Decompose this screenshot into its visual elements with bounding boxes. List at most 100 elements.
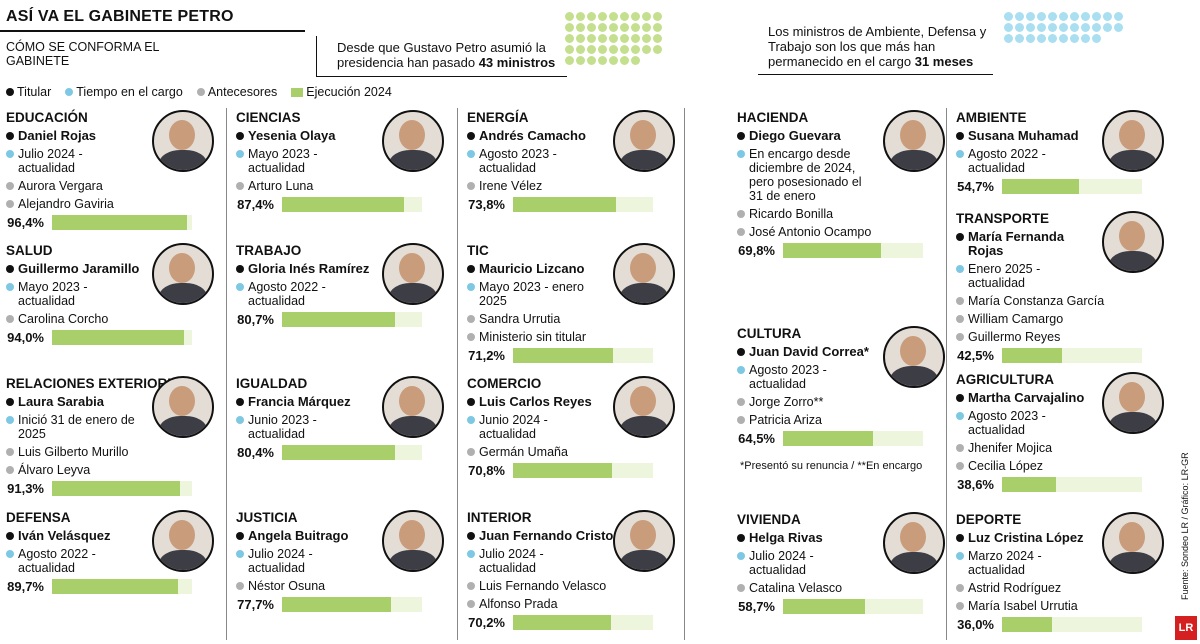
count-dot bbox=[609, 45, 618, 54]
count-dot bbox=[1026, 12, 1035, 21]
ministry-name: TRANSPORTE bbox=[956, 211, 1050, 226]
antecesor-row: Ricardo Bonilla bbox=[737, 207, 947, 221]
ejecucion-bar bbox=[52, 481, 192, 496]
ministry-card: DEFENSA Iván Velásquez Agosto 2022 - actua… bbox=[6, 510, 216, 594]
count-dot bbox=[565, 23, 574, 32]
antecesor-row: Germán Umaña bbox=[467, 445, 677, 459]
portrait-icon bbox=[1102, 372, 1164, 434]
count-dot bbox=[631, 34, 640, 43]
ejecucion-fill bbox=[1002, 477, 1057, 492]
ministry-name: EDUCACIÓN bbox=[6, 110, 88, 125]
ejecucion-row: 36,0% bbox=[948, 617, 1166, 632]
antecesor-name: Irene Vélez bbox=[479, 179, 543, 193]
titular-name: Luz Cristina López bbox=[968, 530, 1084, 545]
antecesor-row: Luis Gilberto Murillo bbox=[6, 445, 216, 459]
titular-dot bbox=[956, 534, 964, 542]
tiempo-dot bbox=[467, 416, 475, 424]
titular-dot bbox=[467, 265, 475, 273]
tiempo-row: Agosto 2023 - actualidad bbox=[737, 363, 947, 391]
ejecucion-bar bbox=[513, 615, 653, 630]
portrait-icon bbox=[382, 243, 444, 305]
count-dot bbox=[653, 45, 662, 54]
tiempo-row: Enero 2025 - actualidad bbox=[956, 262, 1166, 290]
antecesor-name: Ministerio sin titular bbox=[479, 330, 586, 344]
tiempo-row: Agosto 2022 - actualidad bbox=[236, 280, 446, 308]
tiempo-text: Julio 2024 - actualidad bbox=[749, 549, 814, 577]
portrait-icon bbox=[1102, 512, 1164, 574]
titular-row: Iván Velásquez bbox=[6, 529, 216, 543]
ejecucion-bar bbox=[282, 445, 422, 460]
titular-name: Martha Carvajalino bbox=[968, 390, 1085, 405]
titular-row: Francia Márquez bbox=[236, 395, 446, 409]
count-dot bbox=[1092, 23, 1101, 32]
tiempo-dot bbox=[737, 552, 745, 560]
count-dot bbox=[620, 56, 629, 65]
info2-text: Los ministros de Ambiente, Defensa y Tra… bbox=[768, 24, 987, 69]
ejecucion-bar bbox=[282, 312, 422, 327]
count-dot bbox=[653, 12, 662, 21]
titular-name: Laura Sarabia bbox=[18, 394, 104, 409]
ejecucion-label: 77,7% bbox=[237, 597, 274, 612]
antecesor-name: Alfonso Prada bbox=[479, 597, 558, 611]
antecesor-name: Alejandro Gaviria bbox=[18, 197, 114, 211]
ejecucion-row: 80,4% bbox=[228, 445, 446, 460]
page-subtitle: CÓMO SE CONFORMA EL GABINETE bbox=[6, 40, 160, 68]
column-divider bbox=[226, 108, 227, 640]
ejecucion-row: 58,7% bbox=[729, 599, 947, 614]
antecesor-row: Carolina Corcho bbox=[6, 312, 216, 326]
portrait-icon bbox=[382, 510, 444, 572]
tiempo-row: Julio 2024 - actualidad bbox=[467, 547, 677, 575]
tiempo-row: Junio 2024 - actualidad bbox=[467, 413, 677, 441]
tiempo-text: Agosto 2023 - actualidad bbox=[968, 409, 1046, 437]
tiempo-text: Julio 2024 - actualidad bbox=[18, 147, 83, 175]
ejecucion-row: 54,7% bbox=[948, 179, 1166, 194]
count-dot bbox=[598, 45, 607, 54]
months-dot-grid bbox=[1004, 12, 1123, 43]
ejecucion-fill bbox=[52, 579, 178, 594]
portrait-icon bbox=[613, 243, 675, 305]
antecesor-dot bbox=[6, 466, 14, 474]
count-dot bbox=[631, 56, 640, 65]
titular-name: Luis Carlos Reyes bbox=[479, 394, 592, 409]
portrait-icon bbox=[152, 243, 214, 305]
titular-dot bbox=[6, 532, 14, 540]
count-dot bbox=[1004, 23, 1013, 32]
count-dot bbox=[1026, 23, 1035, 32]
ejecucion-fill bbox=[783, 599, 866, 614]
tiempo-text: Julio 2024 - actualidad bbox=[479, 547, 544, 575]
tiempo-row: Julio 2024 - actualidad bbox=[6, 147, 216, 175]
antecesor-row: Arturo Luna bbox=[236, 179, 446, 193]
portrait-icon bbox=[883, 326, 945, 388]
ministry-card: JUSTICIA Angela Buitrago Julio 2024 - actu… bbox=[236, 510, 446, 612]
antecesor-name: Ricardo Bonilla bbox=[749, 207, 834, 221]
ejecucion-fill bbox=[52, 481, 180, 496]
info1-highlight: 43 ministros bbox=[478, 55, 556, 70]
tiempo-dot bbox=[737, 150, 745, 158]
titular-row: Juan David Correa* bbox=[737, 345, 947, 359]
ejecucion-bar bbox=[52, 330, 192, 345]
ministry-card: INTERIOR Juan Fernando Cristo Julio 2024 -… bbox=[467, 510, 677, 630]
ejecucion-bar bbox=[282, 597, 422, 612]
antecesor-row: Jorge Zorro** bbox=[737, 395, 947, 409]
titular-name: Helga Rivas bbox=[749, 530, 823, 545]
ministry-name: SALUD bbox=[6, 243, 53, 258]
titular-name: Daniel Rojas bbox=[18, 128, 97, 143]
count-dot bbox=[565, 34, 574, 43]
titular-dot bbox=[236, 132, 244, 140]
ejecucion-fill bbox=[282, 597, 391, 612]
count-dot bbox=[642, 34, 651, 43]
tiempo-dot bbox=[956, 412, 964, 420]
count-dot bbox=[598, 34, 607, 43]
tiempo-text: En encargo desde diciembre de 2024, pero… bbox=[749, 147, 862, 203]
tiempo-dot bbox=[737, 366, 745, 374]
antecesor-row: María Isabel Urrutia bbox=[956, 599, 1166, 613]
titular-dot bbox=[956, 394, 964, 402]
titular-dot bbox=[737, 534, 745, 542]
ministry-name: AMBIENTE bbox=[956, 110, 1027, 125]
tiempo-text: Junio 2024 - actualidad bbox=[479, 413, 548, 441]
tiempo-text: Inició 31 de enero de 2025 bbox=[18, 413, 135, 441]
antecesor-dot bbox=[236, 582, 244, 590]
legend-tiempo: Tiempo en el cargo bbox=[65, 85, 183, 99]
tiempo-text: Mayo 2023 - actualidad bbox=[248, 147, 318, 175]
tiempo-text: Agosto 2022 - actualidad bbox=[248, 280, 326, 308]
